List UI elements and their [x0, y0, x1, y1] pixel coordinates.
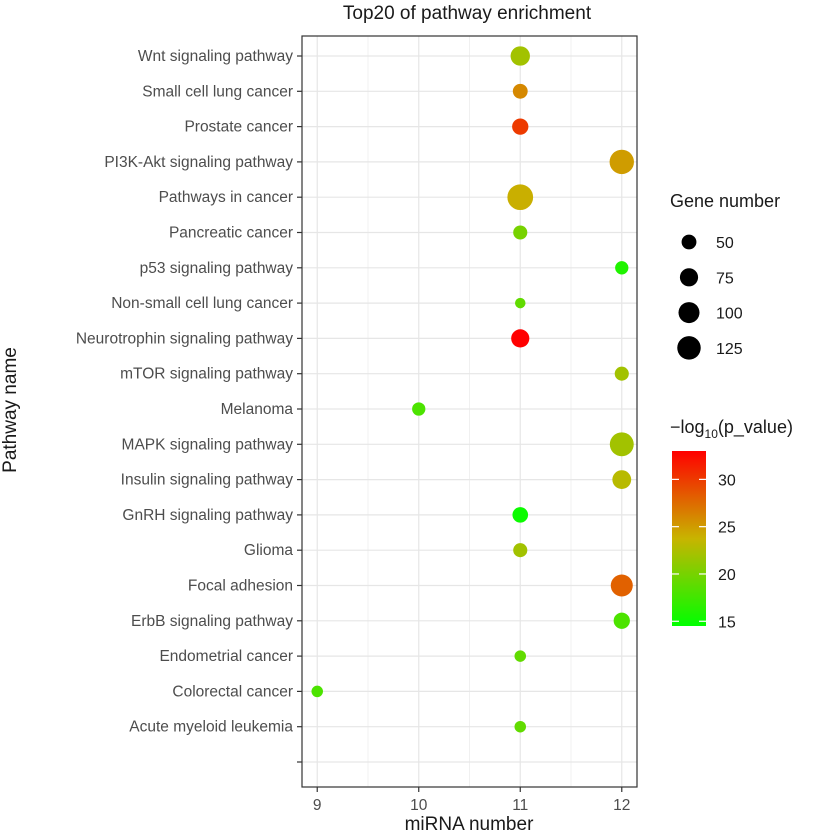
size-legend-label: 50 [716, 235, 734, 252]
color-legend-bar [672, 451, 706, 626]
color-legend-label: 15 [718, 614, 736, 631]
x-tick-label: 11 [512, 797, 528, 814]
size-legend-key [681, 234, 697, 250]
color-legend-label: 20 [718, 567, 736, 584]
chart-title: Top20 of pathway enrichment [343, 3, 592, 24]
data-point [512, 83, 528, 99]
data-point [615, 261, 629, 275]
y-tick-label: Prostate cancer [184, 119, 293, 136]
size-legend-key [678, 302, 700, 324]
y-tick-label: ErbB signaling pathway [131, 613, 293, 630]
data-point [511, 329, 530, 348]
data-point [613, 612, 630, 629]
size-legend-key [677, 336, 701, 360]
y-tick-label: Non-small cell lung cancer [111, 295, 293, 312]
color-legend-label: 25 [718, 520, 736, 537]
data-point [612, 470, 632, 489]
data-point [507, 184, 534, 211]
y-tick-label: PI3K-Akt signaling pathway [104, 154, 293, 171]
panel-border [301, 35, 638, 788]
x-tick-label: 9 [313, 797, 322, 814]
data-point [515, 297, 526, 309]
data-point [609, 149, 634, 175]
color-legend-title: −log10(p_value) [670, 417, 793, 441]
plot-panel: Wnt signaling pathway Small cell lung can… [76, 35, 638, 814]
x-tick-label: 12 [613, 797, 630, 814]
data-point [609, 432, 634, 457]
x-tick-label: 10 [410, 797, 428, 814]
y-tick-label: Small cell lung cancer [142, 83, 293, 100]
y-tick-label: p53 signaling pathway [140, 260, 294, 277]
data-point [512, 507, 529, 523]
y-tick-label: GnRH signaling pathway [122, 507, 293, 524]
y-tick-label: Insulin signaling pathway [121, 472, 294, 489]
y-tick-label: Melanoma [221, 401, 294, 418]
y-tick-label: Focal adhesion [188, 578, 293, 595]
y-tick-label: MAPK signaling pathway [122, 436, 294, 453]
size-legend-key [679, 268, 699, 287]
data-point [610, 574, 633, 597]
y-tick-label: Pathways in cancer [159, 189, 293, 206]
y-axis-label: Pathway name [0, 347, 21, 473]
size-legend-title: Gene number [670, 191, 780, 211]
data-point [614, 366, 629, 381]
y-tick-label: Acute myeloid leukemia [129, 719, 293, 736]
y-tick-label: mTOR signaling pathway [120, 366, 293, 383]
size-legend: Gene number 50 75 100 125 [670, 191, 780, 360]
data-point [412, 402, 426, 416]
color-legend-title-subscript: 10 [705, 427, 719, 441]
y-tick-label: Endometrial cancer [159, 648, 293, 665]
color-legend-label: 30 [718, 472, 736, 489]
color-legend-title-prefix: −log [670, 417, 705, 437]
data-point [510, 46, 530, 66]
y-tick-label: Glioma [244, 542, 293, 559]
data-point [513, 225, 528, 240]
color-legend: −log10(p_value) 15 20 25 30 [670, 417, 793, 631]
y-tick-label: Neurotrophin signaling pathway [76, 330, 293, 347]
size-legend-label: 125 [716, 341, 743, 358]
data-point [514, 650, 527, 662]
data-point [514, 720, 527, 733]
size-legend-label: 100 [716, 306, 743, 323]
y-tick-label: Colorectal cancer [172, 683, 293, 700]
x-axis-label: miRNA number [405, 814, 534, 835]
y-tick-label: Wnt signaling pathway [138, 48, 293, 65]
data-point [512, 118, 529, 135]
size-legend-label: 75 [716, 270, 734, 287]
data-point [311, 685, 323, 698]
data-point [513, 543, 528, 558]
y-tick-label: Pancreatic cancer [169, 225, 293, 242]
color-legend-title-suffix: (p_value) [718, 417, 793, 438]
